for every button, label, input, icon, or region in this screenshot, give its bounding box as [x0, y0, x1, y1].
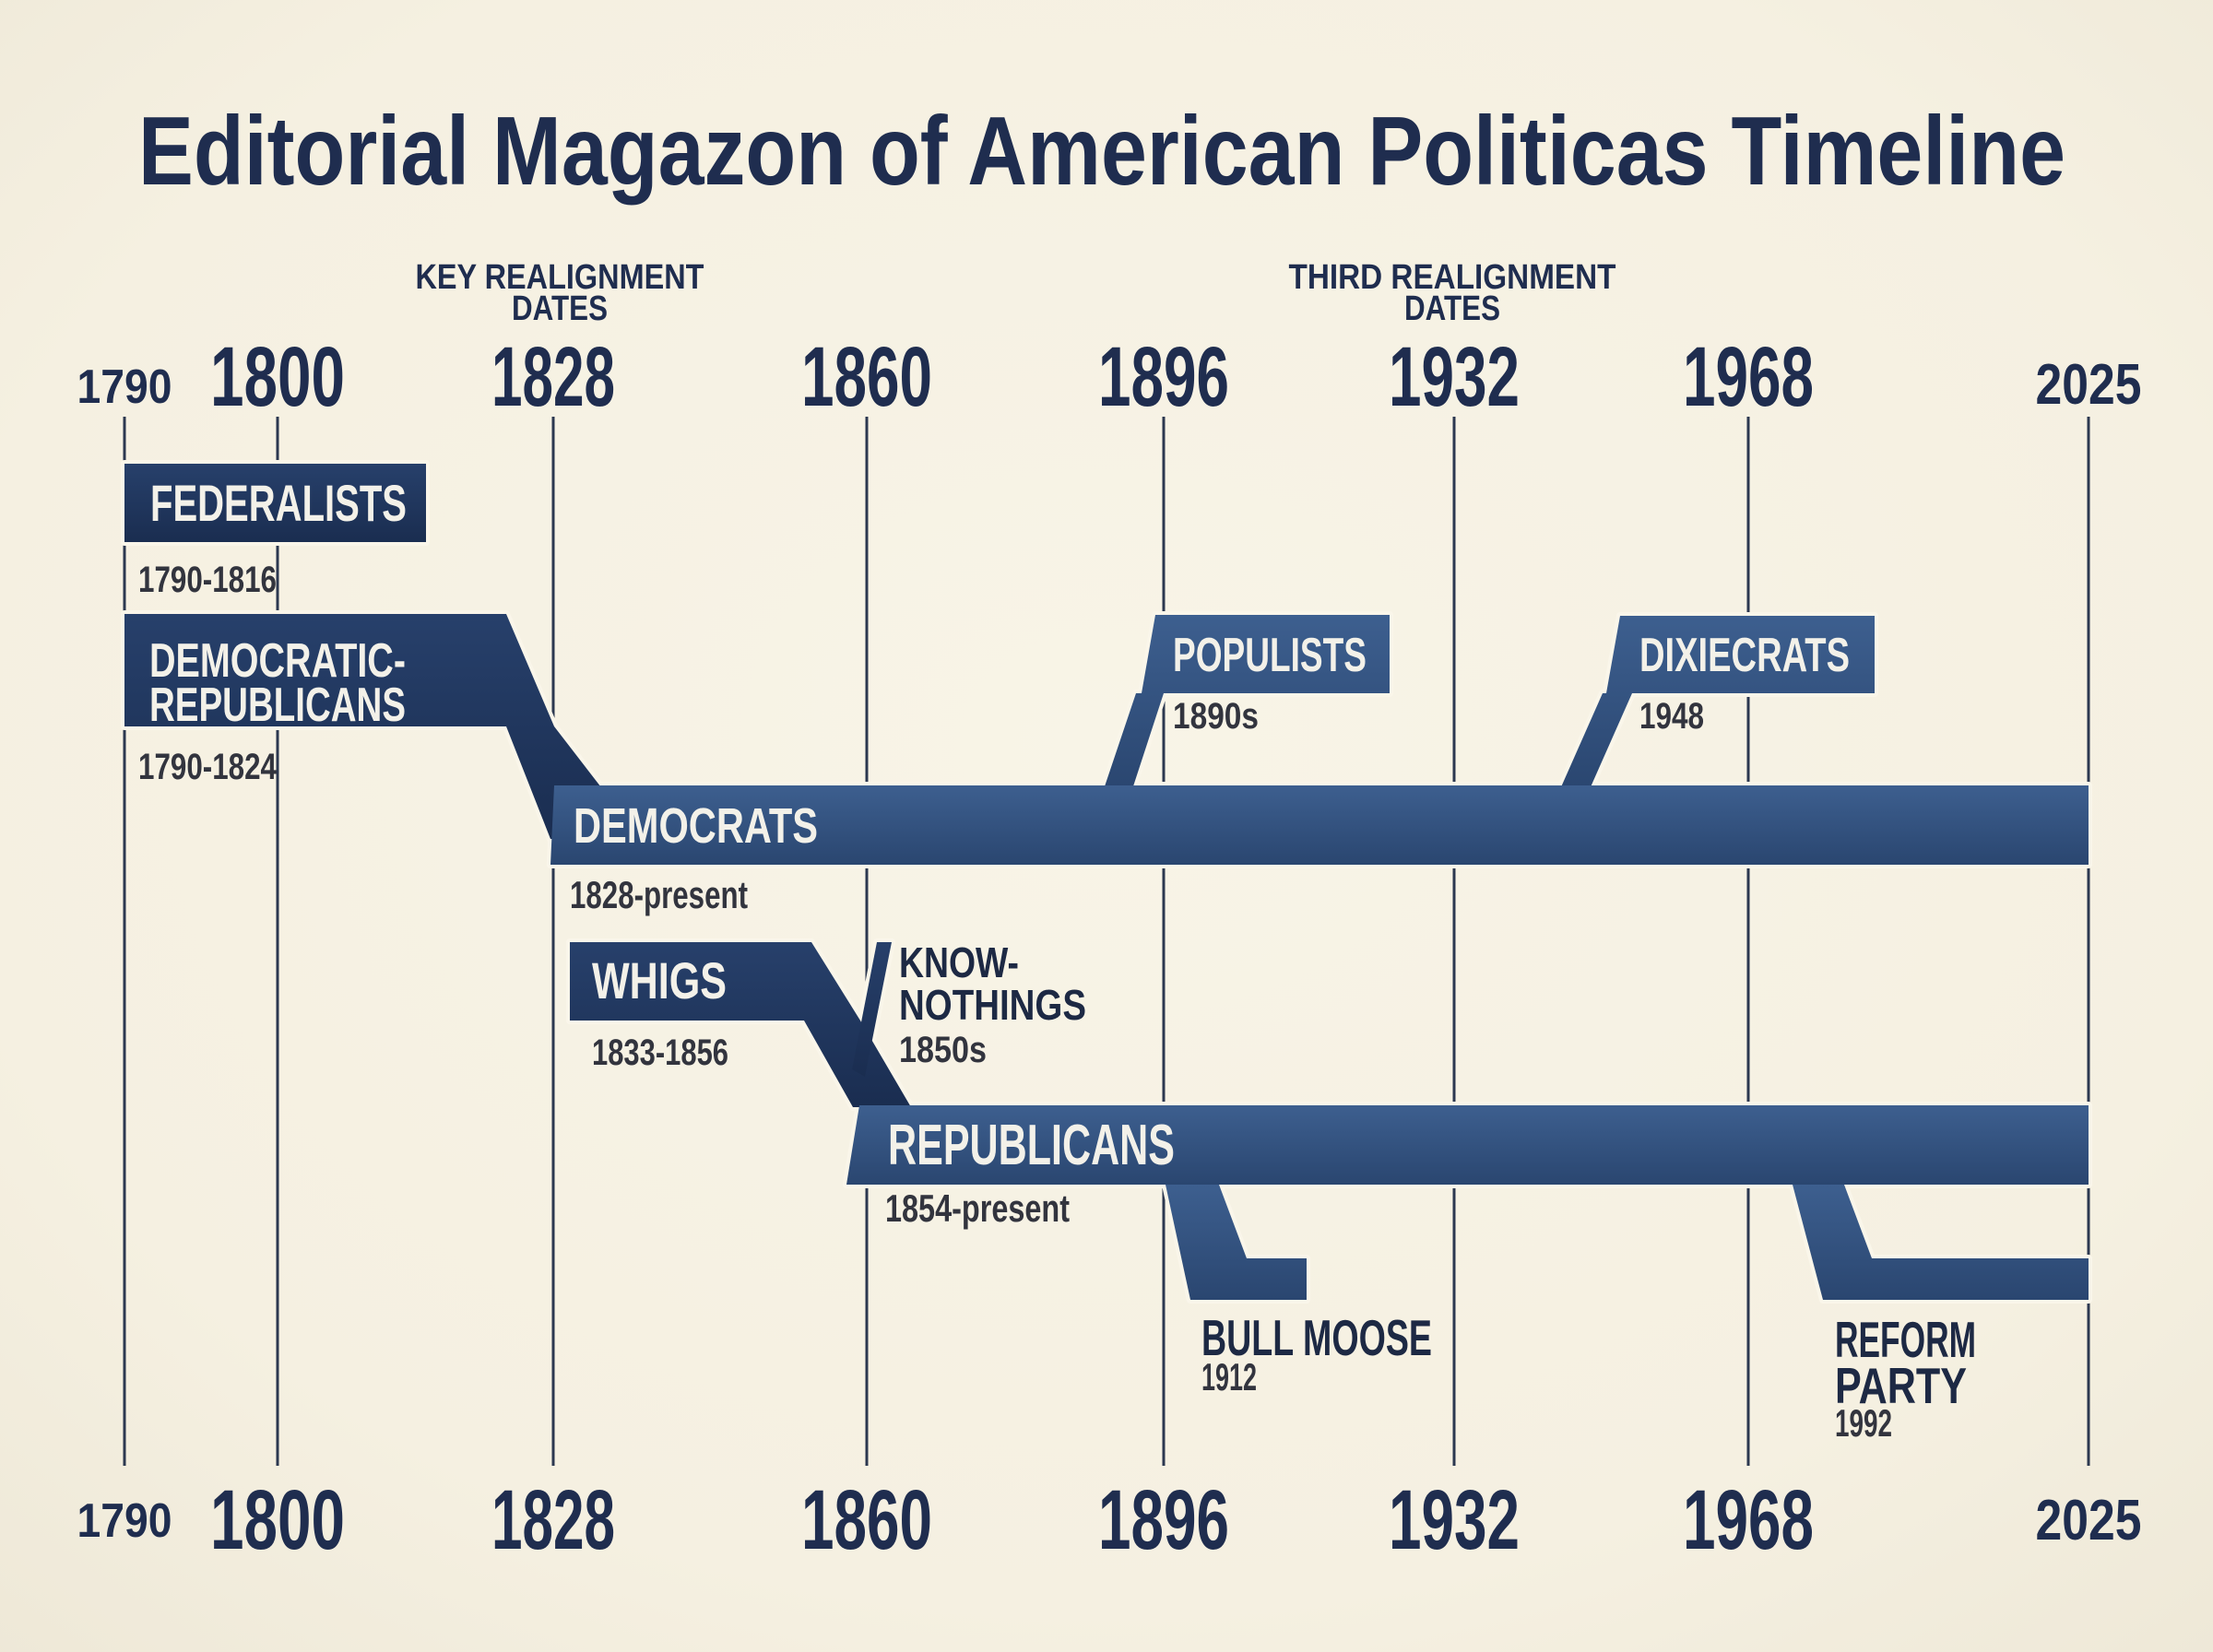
year-label-bottom-1800: 1800 [210, 1473, 345, 1567]
caption-key-line1: KEY REALIGNMENT [416, 258, 704, 297]
bull-moose-label: BULL MOOSE [1201, 1309, 1432, 1366]
federalists-dates: 1790-1816 [138, 560, 277, 600]
year-label-bottom-1968: 1968 [1683, 1473, 1814, 1567]
year-label-top-1896: 1896 [1098, 330, 1229, 424]
know-nothings-label-line2: NOTHINGS [899, 981, 1086, 1029]
year-label-bottom-1896: 1896 [1098, 1473, 1229, 1567]
whigs-dates: 1833-1856 [592, 1032, 728, 1073]
populists-dates: 1890s [1173, 696, 1259, 737]
caption-key-realignment: KEY REALIGNMENT DATES [416, 258, 704, 328]
caption-key-line2: DATES [512, 289, 608, 328]
year-label-bottom-1828: 1828 [491, 1473, 615, 1567]
whigs-label: WHIGS [592, 951, 727, 1009]
democrats-dates: 1828-present [570, 873, 748, 916]
year-label-bottom-2025: 2025 [2036, 1489, 2142, 1552]
caption-third-realignment: THIRD REALIGNMENT DATES [1289, 258, 1616, 328]
year-label-top-1968: 1968 [1683, 330, 1814, 424]
populists-label: POPULISTS [1173, 629, 1367, 682]
year-label-top-1790: 1790 [77, 360, 172, 414]
party-labels: FEDERALISTS 1790-1816 DEMOCRATIC- REPUBL… [138, 474, 1976, 1445]
know-nothings-label-line1: KNOW- [899, 938, 1019, 986]
reform-label-line1: REFORM [1835, 1311, 1976, 1368]
year-label-top-2025: 2025 [2036, 353, 2142, 417]
page-title: Editorial Magazon of American Politicas … [138, 97, 2065, 206]
year-label-bottom-1790: 1790 [77, 1494, 172, 1548]
bull-moose-dates: 1912 [1201, 1355, 1257, 1398]
year-axis-top: 1790 1800 1828 1860 1896 1932 1968 2025 [77, 330, 2142, 424]
year-label-top-1828: 1828 [491, 330, 615, 424]
caption-third-line1: THIRD REALIGNMENT [1289, 258, 1616, 297]
democrats-label: DEMOCRATS [574, 798, 818, 854]
democratic-republicans-label-line1: DEMOCRATIC- [149, 634, 406, 688]
year-label-top-1800: 1800 [210, 330, 345, 424]
year-label-top-1860: 1860 [801, 330, 932, 424]
dixiecrats-label: DIXIECRATS [1639, 629, 1850, 682]
republicans-dates: 1854-present [885, 1186, 1070, 1230]
democratic-republicans-dates: 1790-1824 [138, 747, 278, 787]
republicans-label: REPUBLICANS [888, 1114, 1175, 1177]
know-nothings-dates: 1850s [899, 1030, 987, 1070]
year-label-top-1932: 1932 [1389, 330, 1520, 424]
year-axis-bottom: 1790 1800 1828 1860 1896 1932 1968 2025 [77, 1473, 2142, 1567]
caption-third-line2: DATES [1404, 289, 1500, 328]
reform-label-line2: PARTY [1835, 1357, 1967, 1414]
reform-dates: 1992 [1835, 1401, 1892, 1445]
democratic-republicans-label-line2: REPUBLICANS [149, 678, 406, 732]
dixiecrats-dates: 1948 [1639, 696, 1704, 737]
federalists-label: FEDERALISTS [150, 474, 407, 532]
year-label-bottom-1860: 1860 [801, 1473, 932, 1567]
year-label-bottom-1932: 1932 [1389, 1473, 1520, 1567]
